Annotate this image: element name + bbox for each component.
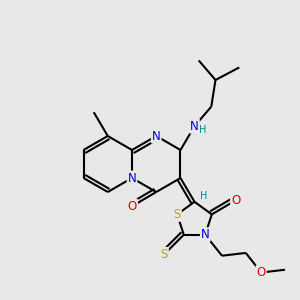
Text: S: S (173, 208, 181, 221)
Text: O: O (231, 194, 240, 207)
Text: N: N (190, 120, 199, 133)
Text: O: O (256, 266, 266, 279)
Text: H: H (200, 191, 207, 201)
Text: N: N (201, 228, 210, 241)
Text: N: N (128, 172, 136, 184)
Text: O: O (128, 200, 137, 212)
Text: N: N (152, 130, 161, 142)
Text: S: S (160, 248, 168, 261)
Text: H: H (199, 125, 206, 135)
